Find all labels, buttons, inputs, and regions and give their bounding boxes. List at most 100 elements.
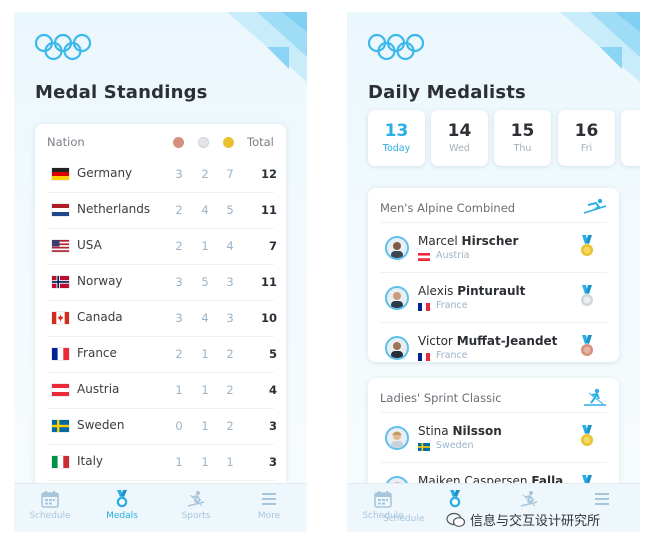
- country-name: Netherlands: [77, 202, 151, 216]
- medal-icon: [116, 490, 128, 508]
- silver-medal-icon: [198, 137, 209, 148]
- gold-count: 7: [226, 167, 234, 181]
- silver-count: 1: [201, 347, 209, 361]
- total-count: 10: [260, 311, 277, 325]
- skier-icon: [187, 491, 205, 507]
- table-row[interactable]: Italy 1 1 1 3: [47, 444, 277, 481]
- tab-more[interactable]: [572, 490, 632, 508]
- france-flag-icon: [418, 303, 430, 311]
- table-row[interactable]: Sweden 0 1 2 3: [47, 408, 277, 445]
- table-row[interactable]: Netherlands 2 4 5 11: [47, 192, 277, 229]
- day-selector-fri[interactable]: 16 Fri: [558, 110, 615, 166]
- list-item[interactable]: Alexis Pinturault France: [380, 272, 607, 323]
- austria-flag-icon: [418, 253, 430, 261]
- canada-flag-icon: [52, 312, 69, 324]
- silver-count: 4: [201, 203, 209, 217]
- day-label: Wed: [449, 143, 470, 154]
- gold-medal-icon: [581, 425, 593, 446]
- table-row[interactable]: Germany 3 2 7 12: [47, 156, 277, 193]
- gold-medal-icon: [581, 235, 593, 256]
- tab-label: Medals: [106, 511, 138, 521]
- tab-schedule[interactable]: Schedule: [353, 490, 413, 521]
- menu-icon: [595, 493, 609, 505]
- day-number: 14: [447, 121, 472, 141]
- gold-count: 5: [226, 203, 234, 217]
- bronze-medal-icon: [173, 137, 184, 148]
- table-row[interactable]: France 2 1 2 5: [47, 336, 277, 373]
- avatar: [385, 236, 409, 260]
- country-name: USA: [77, 238, 102, 252]
- silver-count: 1: [201, 239, 209, 253]
- netherlands-flag-icon: [52, 204, 69, 216]
- day-selector-next[interactable]: [621, 110, 640, 166]
- day-selector-wed[interactable]: 14 Wed: [431, 110, 488, 166]
- list-item[interactable]: Stina Nilsson Sweden: [380, 412, 607, 463]
- event-title: Men's Alpine Combined: [380, 201, 516, 215]
- tab-medals[interactable]: Medals: [92, 490, 152, 521]
- tab-bar: Schedule Schedule: [347, 483, 640, 532]
- tab-bar: Schedule Medals Sports More: [14, 483, 307, 532]
- bronze-count: 2: [175, 203, 183, 217]
- gold-count: 3: [226, 311, 234, 325]
- table-row[interactable]: Norway 3 5 3 11: [47, 264, 277, 301]
- norway-flag-icon: [52, 276, 69, 288]
- country-name: Canada: [77, 310, 123, 324]
- country-name: France: [77, 346, 117, 360]
- table-row[interactable]: Austria 1 1 2 4: [47, 372, 277, 409]
- athlete-country: Sweden: [436, 440, 474, 451]
- day-number: 13: [384, 121, 409, 141]
- total-count: 12: [260, 167, 277, 181]
- tab-label: Schedule: [362, 511, 404, 521]
- corner-decoration: [560, 12, 640, 82]
- silver-count: 4: [201, 311, 209, 325]
- day-selector-thu[interactable]: 15 Thu: [494, 110, 551, 166]
- nation-column-header: Nation: [47, 135, 85, 149]
- avatar: [385, 286, 409, 310]
- total-count: 5: [268, 347, 277, 361]
- athlete-country: France: [436, 300, 468, 311]
- france-flag-icon: [418, 353, 430, 361]
- athlete-name: Marcel Hirscher: [418, 234, 519, 248]
- bronze-count: 3: [175, 275, 183, 289]
- event-card: Men's Alpine Combined Marcel Hirscher Au…: [368, 188, 619, 362]
- country-name: Sweden: [77, 418, 125, 432]
- tab-sports[interactable]: [499, 490, 559, 508]
- tab-medals[interactable]: [425, 490, 485, 508]
- athlete-country: France: [436, 350, 468, 361]
- table-row[interactable]: Canada 3 4 3 10: [47, 300, 277, 337]
- avatar: [385, 336, 409, 360]
- total-count: 3: [268, 419, 277, 433]
- silver-medal-icon: [581, 285, 593, 306]
- sweden-flag-icon: [418, 443, 430, 451]
- list-item[interactable]: Victor Muffat-Jeandet France: [380, 322, 607, 362]
- corner-decoration: [227, 12, 307, 82]
- watermark-text: 信息与交互设计研究所: [470, 514, 601, 529]
- olympic-rings-icon: [367, 33, 425, 61]
- tab-sports[interactable]: Sports: [166, 490, 226, 521]
- olympic-rings-icon: [34, 33, 92, 61]
- alpine-skiing-icon: [583, 198, 607, 214]
- bronze-count: 3: [175, 167, 183, 181]
- italy-flag-icon: [52, 456, 69, 468]
- total-count: 3: [268, 455, 277, 469]
- calendar-icon: [41, 491, 59, 508]
- tab-more[interactable]: More: [239, 490, 299, 521]
- day-label: Thu: [513, 143, 532, 154]
- germany-flag-icon: [52, 168, 69, 180]
- bronze-count: 0: [175, 419, 183, 433]
- country-name: Norway: [77, 274, 123, 288]
- menu-icon: [262, 493, 276, 505]
- day-selector-today[interactable]: 13 Today: [368, 110, 425, 166]
- tab-label: More: [257, 511, 281, 521]
- athlete-country: Austria: [436, 250, 470, 261]
- athlete-name: Alexis Pinturault: [418, 284, 526, 298]
- total-count: 4: [268, 383, 277, 397]
- daily-medalists-screen: Daily Medalists 13 Today 14 Wed 15 Thu 1…: [347, 12, 640, 532]
- country-name: Austria: [77, 382, 120, 396]
- page-title: Daily Medalists: [368, 82, 526, 103]
- bronze-count: 2: [175, 239, 183, 253]
- table-row[interactable]: USA 2 1 4 7: [47, 228, 277, 265]
- list-item[interactable]: Marcel Hirscher Austria: [380, 222, 607, 273]
- table-header: Nation Total: [35, 124, 286, 156]
- tab-schedule[interactable]: Schedule: [20, 490, 80, 521]
